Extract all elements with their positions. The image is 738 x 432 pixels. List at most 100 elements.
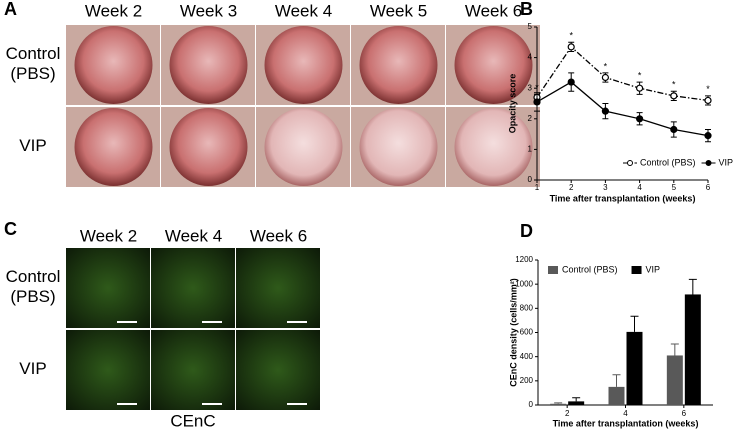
micrograph [236, 330, 320, 410]
panel-letter: C [4, 219, 17, 239]
micrograph [66, 248, 150, 328]
caption: CEnC [170, 411, 215, 430]
photo-cornea [359, 108, 438, 186]
photo-cornea [169, 108, 248, 186]
significance: * [569, 31, 573, 41]
point [635, 84, 644, 92]
row-label-line: (PBS) [10, 287, 55, 306]
x-tick-label: 3 [603, 183, 608, 192]
row-label: Control (PBS) [6, 267, 61, 306]
y-tick-label: 4 [528, 53, 533, 62]
legend-label: VIP [646, 264, 661, 274]
y-tick-label: 400 [520, 352, 534, 361]
column-label: Week 4 [275, 1, 332, 20]
row-label-line: (PBS) [10, 64, 55, 83]
x-tick-label: 4 [623, 409, 628, 418]
y-tick-label: 0 [529, 400, 534, 409]
y-tick-label: 5 [528, 22, 533, 31]
significance: * [672, 80, 676, 90]
micrograph [236, 248, 320, 328]
legend-label: Control (PBS) [562, 264, 618, 274]
error-bar [554, 402, 563, 404]
panel-letter: D [520, 221, 533, 241]
legend-swatch [631, 266, 642, 274]
point [601, 73, 610, 82]
column-label: Week 4 [165, 226, 222, 245]
series-line [536, 81, 709, 137]
significance: * [638, 70, 642, 80]
x-tick-label: 2 [569, 183, 574, 192]
photo-cornea [264, 108, 343, 186]
significance: * [535, 83, 539, 93]
column-label: Week 2 [80, 226, 137, 245]
row-label: VIP [19, 136, 46, 155]
bar [684, 294, 701, 405]
point [567, 43, 575, 51]
y-axis-label: CEnC density (cells/mm²) [508, 278, 518, 387]
column-label: Week 5 [370, 1, 427, 20]
y-axis-label: Opacity score [507, 74, 517, 134]
y-tick-label: 0 [528, 175, 533, 184]
y-tick-label: 2 [528, 114, 533, 123]
row-label-line: Control [6, 267, 61, 286]
panel-letter: B [520, 0, 533, 19]
bar [550, 403, 567, 405]
error-bar [688, 278, 697, 295]
photo-cornea [454, 26, 533, 104]
row-label-line: VIP [19, 359, 46, 378]
column-label: Week 6 [465, 1, 522, 20]
photo-cornea [74, 108, 153, 186]
error-bar [572, 397, 581, 402]
micrograph [66, 330, 150, 410]
bar [626, 331, 643, 405]
bar [608, 386, 625, 405]
point [704, 132, 712, 140]
row-label-line: VIP [19, 136, 46, 155]
bar [666, 355, 683, 405]
point [635, 115, 644, 123]
legend-marker [627, 160, 633, 166]
x-axis-label: Time after transplantation (weeks) [553, 418, 699, 428]
photo-cornea [454, 108, 533, 186]
photo-cornea [74, 26, 153, 104]
point [670, 125, 678, 134]
point [533, 98, 541, 106]
error-bar [670, 343, 679, 356]
x-tick-label: 6 [706, 183, 711, 192]
micrograph [151, 330, 235, 410]
y-tick-label: 3 [528, 83, 533, 92]
point [704, 96, 712, 105]
point [670, 92, 678, 100]
y-tick-label: 600 [520, 328, 534, 337]
significance: * [706, 84, 710, 94]
y-tick-label: 1 [528, 145, 533, 154]
legend-marker [705, 160, 712, 166]
y-tick-label: 1200 [515, 255, 533, 264]
point [567, 78, 575, 86]
x-tick-label: 1 [535, 183, 540, 192]
column-label: Week 3 [180, 1, 237, 20]
x-tick-label: 6 [682, 409, 687, 418]
photo-cornea [264, 26, 343, 104]
x-axis-label: Time after transplantation (weeks) [550, 193, 696, 203]
panel-letter: A [4, 0, 17, 19]
photo-cornea [359, 26, 438, 104]
legend-label: Control (PBS) [640, 157, 696, 167]
legend-swatch [548, 266, 558, 274]
row-label-line: Control [6, 44, 61, 63]
row-label: Control (PBS) [6, 44, 61, 83]
significance: * [604, 61, 608, 71]
error-bar [630, 315, 639, 332]
row-label: VIP [19, 359, 46, 378]
y-tick-label: 200 [520, 376, 534, 385]
bar [568, 401, 585, 405]
series-line [536, 45, 709, 102]
column-label: Week 6 [250, 226, 307, 245]
x-tick-label: 2 [565, 409, 570, 418]
x-tick-label: 5 [672, 183, 677, 192]
y-tick-label: 1000 [515, 279, 533, 288]
legend-label: VIP [719, 157, 734, 167]
x-tick-label: 4 [637, 183, 642, 192]
micrograph [151, 248, 235, 328]
